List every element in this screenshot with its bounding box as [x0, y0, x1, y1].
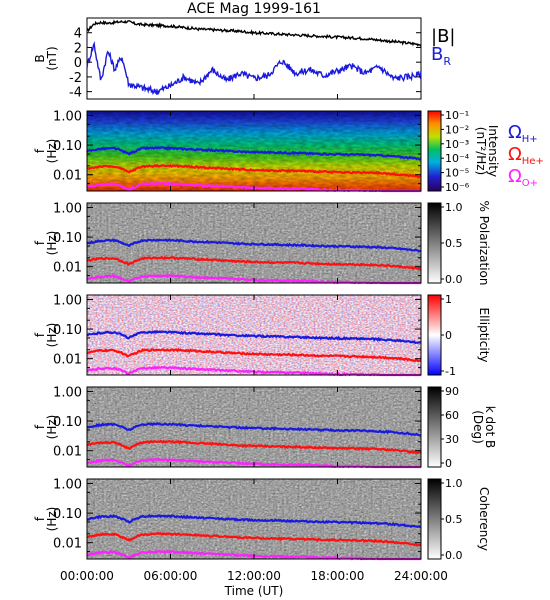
helium-gyrofrequency-line — [87, 439, 422, 455]
y-axis-label: f(Hz) — [33, 507, 59, 532]
panel-coherency: 1.00 0.10 0.01 f(Hz) 1.0 0.5 0.0 Coherency — [33, 477, 491, 562]
y-axis-label: f(Hz) — [33, 139, 59, 164]
colorbar — [427, 478, 442, 560]
x-axis-label: Time (UT) — [224, 584, 284, 598]
colorbar-tick-label: 10⁻⁴ — [445, 152, 470, 165]
spectrogram-texture — [87, 479, 421, 559]
colorbar-tick-label: 0 — [445, 457, 452, 470]
panel-ellipticity: 1.00 0.10 0.01 f(Hz) 1 0 -1 Ellipticity — [33, 293, 491, 378]
colorbar-tick-label: -1 — [445, 365, 456, 378]
colorbar-title: Coherency — [477, 487, 491, 551]
y-tick-label: 1.00 — [53, 293, 82, 308]
y-tick-label: 1.00 — [53, 385, 82, 400]
y-axis-label: f(Hz) — [33, 415, 59, 440]
colorbar-title: % Polarization — [477, 201, 491, 286]
y-tick-label: -2 — [69, 71, 82, 86]
series-br-line — [86, 41, 422, 96]
proton-gyrofrequency-line — [86, 422, 422, 437]
panel-b-field: ACE Mag 1999-161 420-2-4 B(nT) |B|BR — [33, 1, 455, 101]
y-axis-label: B(nT) — [33, 46, 59, 70]
colorbar — [427, 110, 442, 192]
colorbar-title: Ellipticity — [477, 308, 491, 363]
colorbar — [427, 294, 442, 376]
colorbar-tick-label: 10⁻² — [445, 123, 469, 136]
x-tick-label: 00:00:00 — [60, 569, 114, 583]
y-tick-label: 1.00 — [53, 477, 82, 492]
y-tick-label: 0.01 — [53, 445, 82, 460]
panel-intensity: 1.00 0.10 0.01 f(Hz) 10⁻¹10⁻² 10⁻³10⁻⁴ 10⁻⁵10⁻… — [33, 109, 544, 194]
colorbar — [427, 386, 442, 468]
panel-polarization: 1.00 0.10 0.01 f(Hz) 1.0 0.5 0.0 % Polarization — [33, 201, 491, 286]
helium-gyrofrequency-line — [86, 347, 422, 363]
panel-kdotb: 1.00 0.10 0.01 f(Hz) 90 60 30 0 k dot B(Deg) — [33, 385, 497, 470]
helium-gyrofrequency-line — [86, 255, 422, 271]
colorbar-tick-label: 1.0 — [445, 201, 463, 214]
helium-gyrofrequency-line — [86, 163, 422, 179]
x-tick-label: 12:00:00 — [227, 569, 281, 583]
y-tick-label: 1.00 — [53, 109, 82, 124]
y-tick-label: 2 — [74, 41, 82, 56]
helium-gyrofrequency-line — [86, 531, 422, 547]
y-tick-label: 0.01 — [53, 169, 82, 184]
y-tick-label: 0.10 — [53, 507, 82, 522]
panel-frame — [86, 17, 422, 100]
proton-gyrofrequency-line — [86, 238, 422, 253]
legend-H-gyrofrequency: ΩH+ — [508, 122, 538, 145]
colorbar-tick-label: 10⁻³ — [445, 138, 469, 151]
y-tick-label: 1.00 — [53, 201, 82, 216]
x-tick-label: 06:00:00 — [144, 569, 198, 583]
colorbar-tick-label: 0.0 — [445, 549, 463, 562]
proton-gyrofrequency-line — [86, 514, 422, 528]
colorbar-tick-label: 10⁻¹ — [445, 109, 469, 122]
y-tick-label: -4 — [69, 86, 82, 101]
colorbar-tick-label: 0 — [445, 329, 452, 342]
y-tick-label: 0.01 — [53, 537, 82, 552]
x-tick-label: 24:00:00 — [394, 569, 448, 583]
colorbar — [427, 202, 442, 284]
legend-He-gyrofrequency: ΩHe+ — [508, 144, 544, 167]
y-tick-label: 0.10 — [53, 323, 82, 338]
colorbar-tick-label: 10⁻⁵ — [445, 167, 469, 180]
colorbar-title: Intensity(nT²/Hz) — [474, 125, 500, 177]
proton-gyrofrequency-line — [86, 329, 422, 345]
colorbar-tick-label: 10⁻⁶ — [445, 181, 470, 194]
y-tick-label: 0.01 — [53, 261, 82, 276]
y-tick-label: 4 — [74, 27, 82, 42]
colorbar-tick-label: 90 — [445, 385, 459, 398]
colorbar-title: k dot B(Deg) — [471, 406, 497, 448]
legend-b-magnitude: |B| — [431, 26, 455, 47]
colorbar-tick-label: 60 — [445, 409, 459, 422]
y-tick-label: 0.10 — [53, 415, 82, 430]
y-tick-label: 0 — [74, 56, 82, 71]
colorbar-tick-label: 0.5 — [445, 513, 463, 526]
chart-title: ACE Mag 1999-161 — [187, 1, 321, 17]
colorbar-tick-label: 30 — [445, 433, 459, 446]
colorbar-tick-label: 0.5 — [445, 237, 463, 250]
y-axis-label: f(Hz) — [33, 323, 59, 348]
colorbar-tick-label: 1.0 — [445, 477, 463, 490]
legend-O-gyrofrequency: ΩO+ — [508, 166, 538, 189]
y-tick-label: 0.01 — [53, 353, 82, 368]
y-tick-label: 0.10 — [53, 231, 82, 246]
y-tick-label: 0.10 — [53, 139, 82, 154]
colorbar-tick-label: 0.0 — [445, 273, 463, 286]
proton-gyrofrequency-line — [86, 145, 422, 161]
y-axis-label: f(Hz) — [33, 231, 59, 256]
series-b-magnitude-line — [86, 19, 422, 47]
x-tick-label: 18:00:00 — [311, 569, 365, 583]
colorbar-tick-label: 1 — [445, 293, 452, 306]
legend-br: BR — [431, 44, 451, 68]
